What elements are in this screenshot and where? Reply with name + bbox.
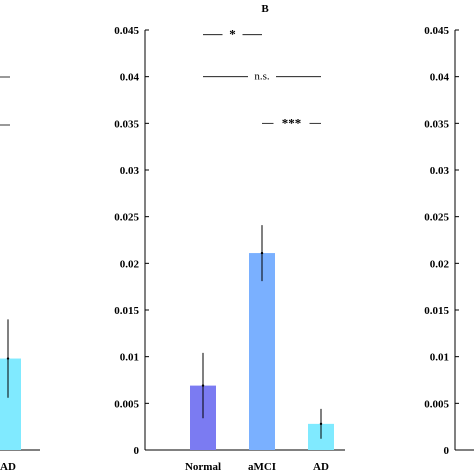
y-tick-label: 0.035 [424,118,449,130]
y-tick-label: 0.015 [424,305,449,317]
y-tick-label: 0.015 [114,305,139,317]
y-tick-label: 0.035 [114,118,139,130]
y-tick-label: 0.045 [114,25,139,37]
bar-mean-dot [201,384,205,387]
significance-label: *** [282,115,302,130]
y-tick-label: 0.04 [430,72,450,84]
y-tick-label: 0.04 [120,72,140,84]
y-tick-label: 0.03 [120,165,140,177]
panel-title: B [261,3,269,15]
category-label: aMCI [248,461,276,473]
significance-label: n.s. [254,71,270,83]
y-tick-label: 0.005 [114,398,139,410]
bar-mean-dot [6,357,10,360]
y-tick-label: 0.025 [424,212,449,224]
y-tick-label: 0 [134,445,140,457]
y-tick-label: 0.025 [114,212,139,224]
y-tick-label: 0.02 [430,258,450,270]
bar [0,358,21,450]
y-tick-label: 0.03 [430,165,450,177]
y-tick-label: 0.045 [424,25,449,37]
category-label: AD [313,461,329,473]
y-tick-label: 0.005 [424,398,449,410]
bar [249,253,275,450]
y-tick-label: 0.02 [120,258,140,270]
category-label: AD [0,461,16,473]
y-tick-label: 0 [444,445,450,457]
y-tick-label: 0.01 [120,352,139,364]
bar-mean-dot [260,251,264,255]
y-tick-label: 0.01 [430,352,449,364]
bar-mean-dot [319,422,323,426]
category-label: Normal [185,461,221,473]
significance-label: * [229,27,236,42]
